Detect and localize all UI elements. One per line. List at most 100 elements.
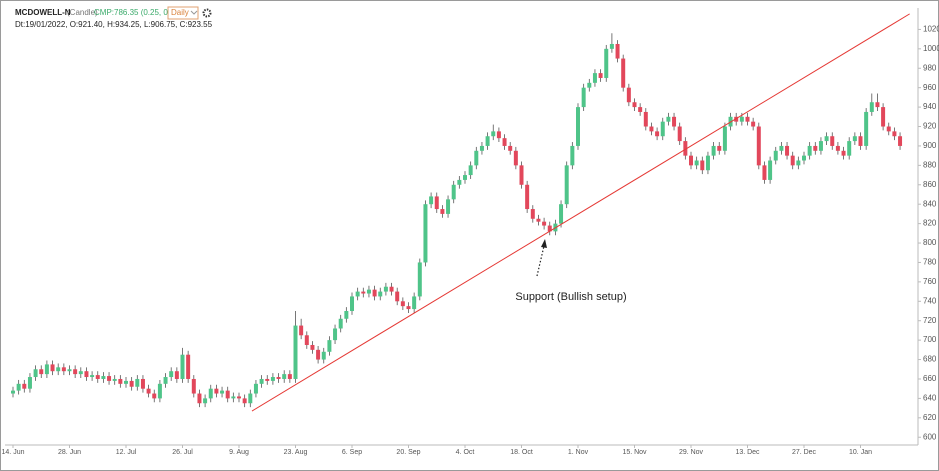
dropdown-arrow [190, 10, 198, 15]
candle-body [203, 398, 208, 404]
interval-select[interactable] [167, 6, 199, 20]
candle-body [745, 116, 750, 122]
candle-body [333, 328, 338, 341]
candle-body [604, 48, 609, 78]
candle-body [400, 301, 405, 307]
y-tick-label: 660 [923, 374, 937, 383]
candle-body [525, 184, 530, 210]
candle-body [33, 369, 38, 378]
candle-body [434, 196, 439, 210]
y-tick-label: 720 [923, 316, 937, 325]
candle-body [321, 351, 326, 360]
candle-body [621, 58, 626, 88]
candle-body [124, 380, 128, 384]
candle-body [762, 165, 767, 180]
x-tick-label: 12. Jul [116, 449, 137, 456]
candle-body [282, 374, 287, 379]
candle-body [265, 378, 270, 381]
y-tick-label: 640 [923, 394, 937, 403]
candle-body [225, 390, 230, 399]
candle-body [898, 136, 903, 146]
candle-body [242, 398, 247, 404]
candle-body [90, 375, 95, 378]
candle-body [700, 160, 705, 171]
y-tick-label: 820 [923, 219, 937, 228]
candle-body [152, 393, 157, 399]
candle-body [785, 145, 790, 156]
candle-body [643, 111, 648, 127]
candle-body [615, 43, 620, 59]
candle-body [11, 390, 15, 394]
candle-body [739, 116, 744, 122]
candle-body [22, 383, 27, 389]
candle-body [451, 184, 456, 200]
candle-body [530, 209, 535, 219]
candle-body [214, 388, 219, 394]
candle-body [824, 136, 829, 142]
candle-body [327, 340, 332, 352]
candle-body [163, 377, 168, 384]
candle-body [84, 371, 89, 378]
candle-body [16, 383, 21, 391]
candle-body [107, 376, 112, 381]
candle-body [157, 383, 162, 399]
y-tick-label: 940 [923, 102, 937, 111]
candle-body [112, 378, 117, 381]
x-tick-label: 1. Nov [568, 449, 589, 456]
candle-body [474, 150, 479, 166]
candle-body [790, 155, 795, 166]
candle-body [666, 116, 671, 122]
candle-body [293, 325, 298, 379]
candle-body [835, 145, 840, 151]
candle-body [412, 296, 417, 310]
candle-body [174, 371, 179, 379]
candle-body [220, 390, 225, 394]
cmp: CMP:786.35 (0.25, 0.03%) [94, 8, 189, 17]
candle-body [813, 145, 818, 151]
candle-body [886, 126, 891, 132]
x-tick-label: 27. Dec [792, 449, 817, 456]
candle-body [559, 204, 564, 224]
candle-body [61, 367, 66, 372]
candle-body [773, 150, 778, 161]
x-tick-label: 26. Jul [172, 449, 193, 456]
candle-body [186, 354, 191, 379]
x-tick-label: 14. Jun [2, 449, 25, 456]
candle-body [694, 160, 699, 166]
candle-body [270, 377, 275, 381]
candle-body [180, 354, 185, 379]
candle-body [304, 335, 309, 345]
candle-body [513, 150, 518, 166]
candle-body [350, 296, 354, 312]
candle-body [101, 376, 106, 379]
candle-body [191, 378, 196, 394]
candle-body [56, 367, 61, 372]
arrow-head [541, 239, 547, 248]
interval[interactable]: Daily [171, 8, 189, 17]
candle-body [259, 378, 264, 384]
trendline [251, 13, 910, 412]
candle-body [869, 102, 874, 112]
candle-body [39, 369, 44, 375]
candle-body [78, 371, 83, 375]
candle-body [146, 388, 151, 394]
y-tick-label: 1000 [923, 44, 939, 53]
y-tick-label: 920 [923, 122, 937, 131]
y-tick-label: 980 [923, 63, 937, 72]
candle-body [570, 145, 575, 166]
candle-body [841, 150, 846, 156]
candle-body [361, 291, 366, 294]
candle-body [689, 155, 693, 166]
candle-body [468, 165, 473, 176]
candle-body [50, 364, 55, 372]
candle-body [655, 131, 660, 137]
x-tick-label: 20. Sep [396, 449, 420, 456]
ohlc-info: Dt:19/01/2022, O:921.40, H:934.25, L:906… [15, 20, 213, 29]
candle-body [576, 107, 580, 146]
candle-body [587, 82, 592, 88]
candle-body [779, 145, 784, 151]
candle-body [237, 396, 241, 399]
candle-body [536, 218, 541, 222]
candle-body [683, 141, 688, 156]
settings-icon[interactable] [202, 8, 212, 18]
